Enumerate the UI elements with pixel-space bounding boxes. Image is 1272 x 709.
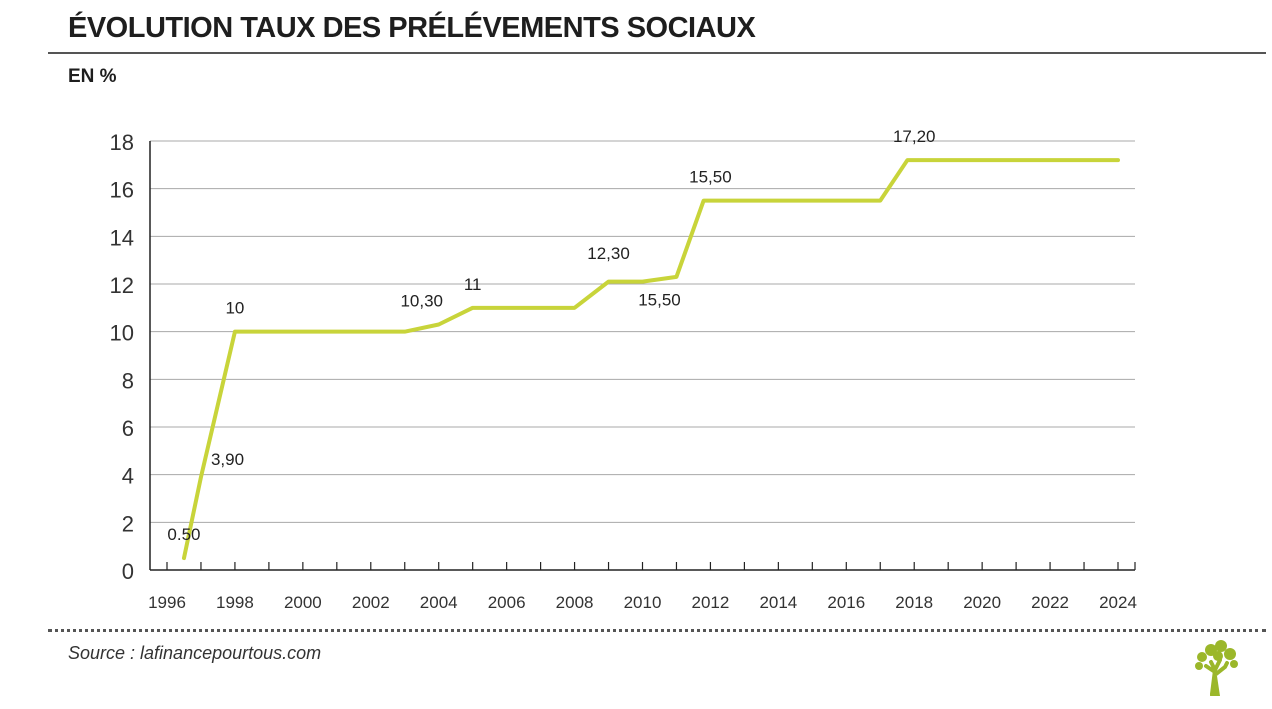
x-tick-label: 2010 bbox=[624, 593, 662, 612]
line-chart: 0 2 4 6 8 10 12 14 16 18 1996 1998 2000 2002 2004 2006 2… bbox=[110, 127, 1137, 612]
y-tick-label: 10 bbox=[110, 321, 134, 346]
data-label: 10 bbox=[225, 299, 244, 318]
x-tick-label: 2000 bbox=[284, 593, 322, 612]
x-tick-label: 2024 bbox=[1099, 593, 1137, 612]
x-tick-label: 1996 bbox=[148, 593, 186, 612]
x-tick-label: 2012 bbox=[692, 593, 730, 612]
x-tick-label: 2020 bbox=[963, 593, 1001, 612]
x-tick-label: 2014 bbox=[759, 593, 797, 612]
source-note: Source : lafinancepourtous.com bbox=[68, 643, 322, 663]
y-tick-label: 18 bbox=[110, 130, 134, 155]
data-label: 12,30 bbox=[587, 244, 630, 263]
x-tick-label: 2022 bbox=[1031, 593, 1069, 612]
y-tick-label: 14 bbox=[110, 225, 134, 250]
tree-logo-icon bbox=[1195, 640, 1238, 696]
data-label: 11 bbox=[464, 275, 482, 294]
chart-title: ÉVOLUTION TAUX DES PRÉLÉVEMENTS SOCIAUX bbox=[68, 12, 756, 44]
grid-layer bbox=[150, 140, 1135, 523]
y-tick-label: 6 bbox=[122, 416, 134, 441]
data-label: 15,50 bbox=[638, 291, 681, 310]
x-tick-label: 2006 bbox=[488, 593, 526, 612]
data-label: 15,50 bbox=[689, 168, 732, 187]
x-tick-label: 2002 bbox=[352, 593, 390, 612]
x-tick-label: 2004 bbox=[420, 593, 458, 612]
series-line-0 bbox=[181, 158, 1120, 561]
x-tick-label: 1998 bbox=[216, 593, 254, 612]
data-label: 0.50 bbox=[167, 525, 200, 544]
y-tick-label: 2 bbox=[122, 511, 134, 536]
axis-layer: 0 2 4 6 8 10 12 14 16 18 1996 1998 2000 2002 2004 2006 2… bbox=[110, 130, 1137, 612]
label-layer: 0.50 3,90 10 10,30 11 12,30 15,50 15,50 17,20 bbox=[167, 127, 935, 544]
y-tick-label: 12 bbox=[110, 273, 134, 298]
x-tick-label: 2016 bbox=[827, 593, 865, 612]
data-label: 17,20 bbox=[893, 127, 936, 146]
x-tick-label: 2008 bbox=[556, 593, 594, 612]
unit-label: EN % bbox=[68, 66, 117, 87]
y-tick-label: 16 bbox=[110, 178, 134, 203]
data-label: 10,30 bbox=[400, 292, 443, 311]
data-label: 3,90 bbox=[211, 450, 244, 469]
y-tick-label: 4 bbox=[122, 464, 134, 489]
title-divider bbox=[48, 52, 1266, 54]
x-tick-label: 2018 bbox=[895, 593, 933, 612]
series-layer bbox=[181, 158, 1120, 561]
y-tick-label: 0 bbox=[122, 559, 134, 584]
y-tick-label: 8 bbox=[122, 368, 134, 393]
footer-divider bbox=[48, 629, 1266, 632]
